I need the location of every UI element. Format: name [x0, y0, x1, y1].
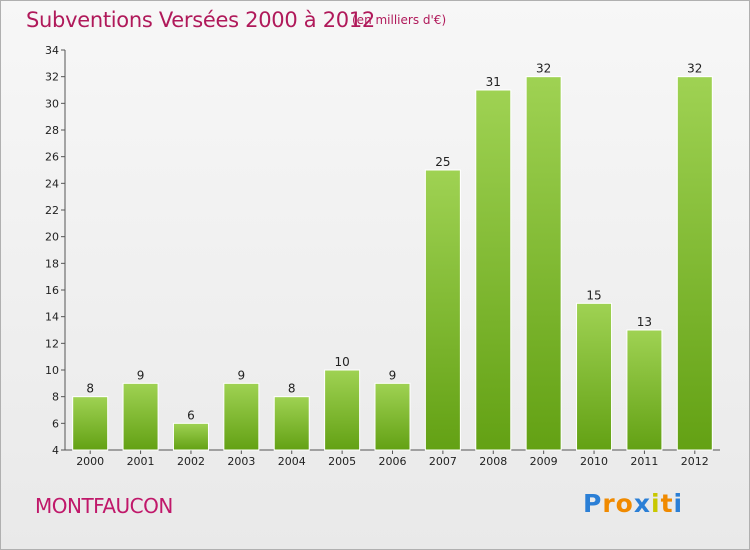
bar [324, 369, 361, 451]
data-label: 8 [86, 382, 94, 396]
y-tick-label: 22 [45, 204, 59, 217]
data-label: 9 [137, 368, 145, 382]
bar [273, 396, 310, 451]
proxiti-logo: Proxiti [583, 489, 683, 518]
x-tick-label: 2003 [227, 455, 255, 468]
x-tick-label: 2005 [328, 455, 356, 468]
y-tick-label: 18 [45, 257, 59, 270]
commune-name: MONTFAUCON [35, 494, 173, 518]
logo-letter: i [673, 489, 684, 518]
y-tick-label: 14 [45, 311, 59, 324]
y-tick-label: 30 [45, 97, 59, 110]
data-label: 25 [435, 155, 450, 169]
x-tick-label: 2010 [580, 455, 608, 468]
y-tick-label: 26 [45, 151, 59, 164]
bar [525, 76, 562, 451]
y-tick-label: 8 [52, 391, 59, 404]
logo-letter: P [583, 489, 603, 518]
data-label: 32 [536, 62, 551, 76]
x-tick-label: 2007 [429, 455, 457, 468]
chart-subtitle: (en milliers d'€) [352, 13, 447, 27]
data-label: 9 [389, 368, 397, 382]
x-tick-label: 2001 [127, 455, 155, 468]
y-tick-label: 6 [52, 417, 59, 430]
data-label: 32 [687, 62, 702, 76]
data-label: 13 [637, 315, 652, 329]
x-tick-label: 2009 [530, 455, 558, 468]
y-tick-label: 10 [45, 364, 59, 377]
y-tick-label: 4 [52, 444, 59, 457]
bar [676, 76, 713, 451]
logo-letter: x [633, 489, 651, 518]
x-tick-label: 2012 [681, 455, 709, 468]
data-label: 10 [334, 355, 349, 369]
y-tick-label: 20 [45, 231, 59, 244]
x-tick-label: 2002 [177, 455, 205, 468]
x-tick-label: 2006 [379, 455, 407, 468]
y-tick-label: 24 [45, 177, 59, 190]
logo-letter: r [602, 489, 616, 518]
logo-letter: o [615, 489, 634, 518]
bar [374, 382, 411, 451]
bar [626, 329, 663, 451]
logo-letter: i [651, 489, 661, 518]
x-tick-label: 2000 [76, 455, 104, 468]
y-tick-label: 16 [45, 284, 59, 297]
data-label: 15 [586, 288, 601, 302]
logo-letter: t [660, 489, 674, 518]
bar [475, 89, 512, 451]
bar [172, 422, 209, 451]
x-tick-label: 2008 [479, 455, 507, 468]
data-label: 6 [187, 408, 195, 422]
bar [424, 169, 461, 451]
x-tick-label: 2011 [630, 455, 658, 468]
x-tick-label: 2004 [278, 455, 306, 468]
bar [72, 396, 109, 451]
y-tick-label: 32 [45, 71, 59, 84]
bar [223, 382, 260, 451]
y-tick-label: 28 [45, 124, 59, 137]
chart-title: Subventions Versées 2000 à 2012 [26, 8, 375, 32]
y-tick-label: 12 [45, 337, 59, 350]
bar [122, 382, 159, 451]
data-label: 31 [486, 75, 501, 89]
data-label: 8 [288, 382, 296, 396]
bar [576, 302, 613, 451]
data-label: 9 [238, 368, 246, 382]
y-tick-label: 34 [45, 44, 59, 57]
